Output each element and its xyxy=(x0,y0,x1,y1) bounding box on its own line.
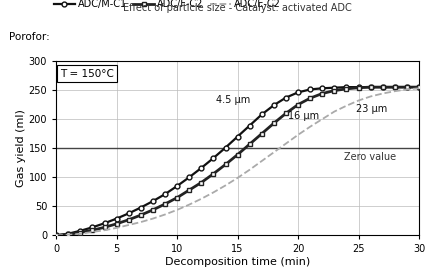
Text: 16 μm: 16 μm xyxy=(289,111,320,121)
Text: 23 μm: 23 μm xyxy=(356,104,388,114)
Text: Zero value: Zero value xyxy=(344,152,396,162)
Text: T = 150°C: T = 150°C xyxy=(60,68,114,78)
Text: Effect of particle size - Catalyst: activated ADC: Effect of particle size - Catalyst: acti… xyxy=(123,3,352,13)
Text: 4.5 μm: 4.5 μm xyxy=(216,96,250,106)
Text: Porofor:: Porofor: xyxy=(9,32,49,42)
X-axis label: Decomposition time (min): Decomposition time (min) xyxy=(165,257,310,267)
Legend: ADC/M-C1, ADC/F-C2, ADC/E-C2: ADC/M-C1, ADC/F-C2, ADC/E-C2 xyxy=(54,0,281,9)
Y-axis label: Gas yield (ml): Gas yield (ml) xyxy=(16,109,26,187)
